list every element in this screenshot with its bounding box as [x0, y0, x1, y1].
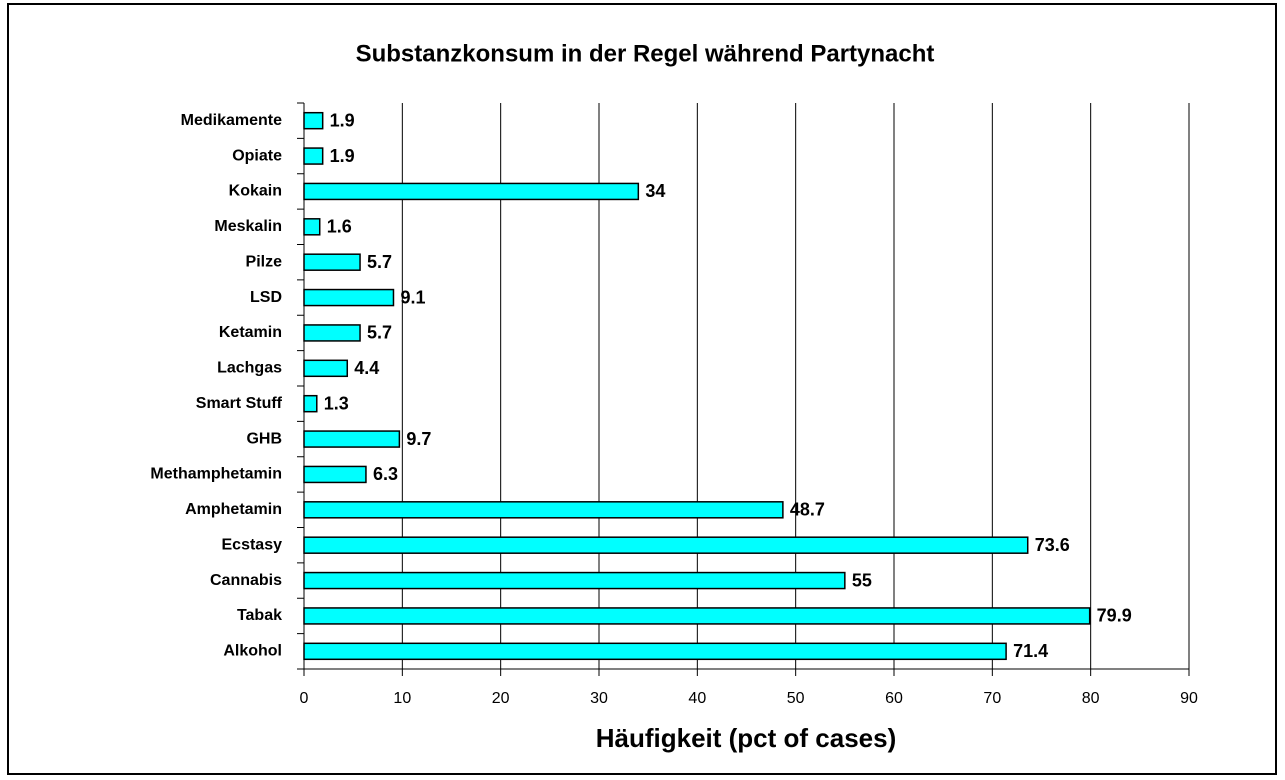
- bar: [303, 607, 1091, 625]
- data-label: 73.6: [1035, 535, 1070, 555]
- bar: [303, 501, 784, 519]
- bar: [303, 147, 324, 165]
- y-tick-label: Smart Stuff: [196, 395, 283, 412]
- x-tick-label: 20: [492, 690, 510, 707]
- bar: [303, 182, 640, 201]
- x-tick-label: 40: [688, 690, 706, 707]
- y-tick-label: LSD: [250, 289, 282, 306]
- bar: [303, 430, 401, 448]
- data-label: 1.3: [324, 393, 349, 413]
- data-label: 9.1: [400, 287, 425, 307]
- data-label: 4.4: [354, 358, 379, 378]
- y-tick-label: Alkohol: [223, 643, 282, 660]
- data-label: 1.6: [327, 217, 352, 237]
- data-label: 6.3: [373, 464, 398, 484]
- bar: [303, 324, 361, 342]
- y-tick-label: Tabak: [237, 607, 282, 624]
- y-tick-label: Lachgas: [217, 360, 282, 377]
- data-label: 34: [645, 181, 665, 201]
- bar: [303, 253, 361, 271]
- bar: [303, 642, 1007, 661]
- x-tick-label: 50: [787, 690, 805, 707]
- y-tick-label: Opiate: [232, 147, 282, 164]
- data-label: 1.9: [330, 110, 355, 130]
- y-tick-label: Meskalin: [214, 218, 282, 235]
- data-label: 48.7: [790, 500, 825, 520]
- y-tick-label: Methamphetamin: [150, 466, 282, 483]
- data-label: 79.9: [1097, 606, 1132, 626]
- data-label: 71.4: [1013, 641, 1048, 661]
- x-tick-label: 0: [300, 690, 309, 707]
- bar: [303, 571, 846, 590]
- x-tick-label: 90: [1180, 690, 1198, 707]
- x-axis-title: Häufigkeit (pct of cases): [596, 723, 897, 753]
- bar: [303, 394, 318, 413]
- data-label: 5.7: [367, 323, 392, 343]
- y-tick-label: Ketamin: [219, 324, 282, 341]
- y-tick-label: Cannabis: [210, 572, 282, 589]
- data-label: 1.9: [330, 146, 355, 166]
- bar: [303, 218, 321, 236]
- x-tick-label: 30: [590, 690, 608, 707]
- chart-title: Substanzkonsum in der Regel während Part…: [356, 40, 935, 67]
- data-label: 55: [852, 570, 872, 590]
- x-tick-label: 70: [983, 690, 1001, 707]
- bar: [303, 536, 1029, 554]
- x-tick-label: 10: [393, 690, 411, 707]
- y-tick-label: GHB: [246, 430, 282, 447]
- x-tick-label: 80: [1082, 690, 1100, 707]
- x-tick-label: 60: [885, 690, 903, 707]
- bar: [303, 288, 395, 307]
- y-tick-label: Medikamente: [181, 112, 282, 129]
- y-tick-label: Pilze: [246, 253, 283, 270]
- y-tick-label: Amphetamin: [185, 501, 282, 518]
- y-tick-label: Ecstasy: [222, 536, 283, 553]
- data-label: 5.7: [367, 252, 392, 272]
- bar: [303, 465, 367, 484]
- y-tick-label: Kokain: [229, 183, 282, 200]
- bar: [303, 359, 349, 378]
- data-label: 9.7: [406, 429, 431, 449]
- bar: [303, 111, 324, 130]
